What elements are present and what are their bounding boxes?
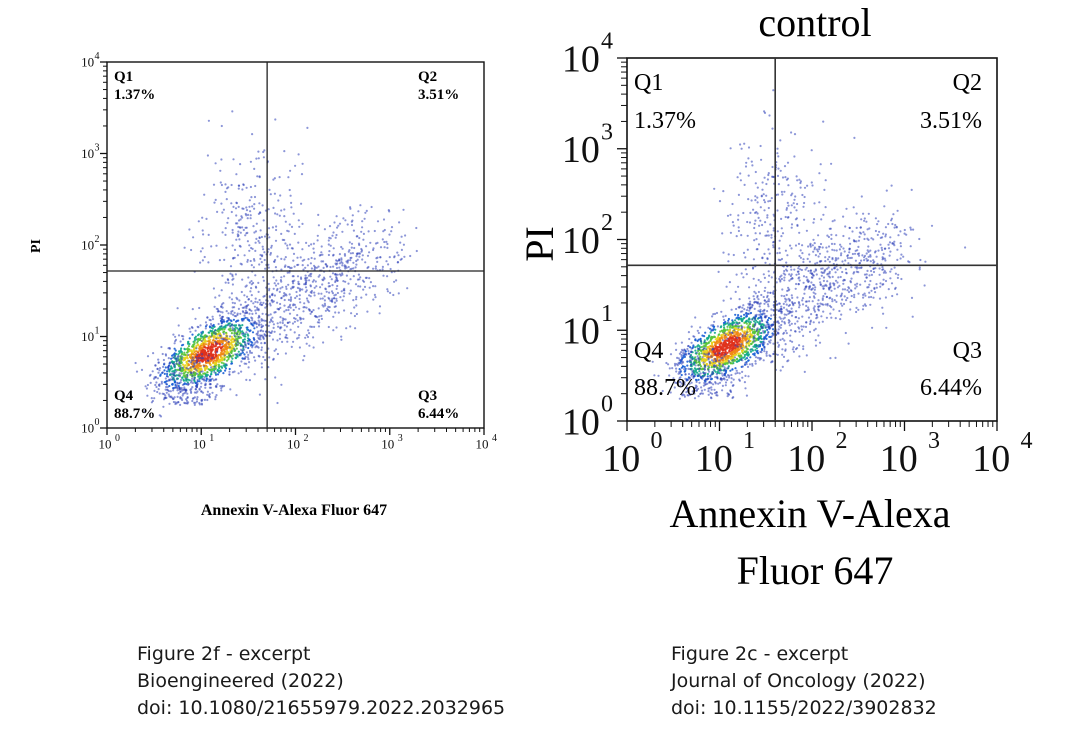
x-tick-exponent: 1: [209, 433, 214, 444]
right-q3-value: 6.44%: [920, 375, 982, 401]
y-tick-exponent: 0: [95, 417, 100, 428]
x-tick-exponent: 0: [651, 428, 663, 454]
x-tick-label: 10: [972, 438, 1010, 480]
x-tick-label: 10: [602, 438, 640, 480]
right-q2-value: 3.51%: [920, 108, 982, 134]
x-tick-label: 10: [99, 437, 112, 452]
right-q1-value: 1.37%: [634, 108, 696, 134]
left-q3-value: 6.44%: [418, 406, 459, 422]
x-tick-exponent: 0: [115, 433, 120, 444]
x-tick-exponent: 3: [398, 433, 403, 444]
right-caption-doi: doi: 10.1155/2022/3902832: [671, 697, 937, 719]
y-tick-exponent: 0: [601, 392, 613, 418]
x-tick-label: 10: [880, 438, 918, 480]
x-tick-exponent: 2: [304, 433, 309, 444]
x-tick-label: 10: [193, 437, 206, 452]
left-axis-ticks: 10 0 10 1 10 2 10 3 10 410 010 110 210 310 4: [81, 51, 497, 452]
y-tick-exponent: 2: [601, 210, 613, 236]
x-tick-label: 10: [695, 438, 733, 480]
left-q1-value: 1.37%: [114, 87, 155, 103]
left-q2-name: Q2: [418, 69, 437, 85]
y-tick-label: 10: [562, 220, 600, 262]
y-tick-label: 10: [81, 146, 94, 161]
left-q1-name: Q1: [114, 69, 133, 85]
x-tick-exponent: 4: [492, 433, 497, 444]
right-q4-value: 88.7%: [634, 375, 696, 401]
y-tick-label: 10: [562, 38, 600, 80]
right-caption-figure: Figure 2c - excerpt: [671, 643, 849, 665]
right-x-axis-label-line2: Fluor 647: [737, 548, 894, 593]
right-scatter-points: [641, 89, 967, 400]
left-caption-figure: Figure 2f - excerpt: [137, 643, 311, 665]
y-tick-label: 10: [81, 421, 94, 436]
x-tick-label: 10: [287, 437, 300, 452]
y-tick-exponent: 3: [601, 119, 613, 145]
x-tick-exponent: 4: [1021, 428, 1033, 454]
y-tick-label: 10: [81, 329, 94, 344]
y-tick-exponent: 4: [601, 29, 613, 55]
left-q4-value: 88.7%: [114, 406, 155, 422]
y-tick-label: 10: [81, 238, 94, 253]
x-tick-label: 10: [476, 437, 489, 452]
x-tick-exponent: 2: [836, 428, 848, 454]
x-tick-exponent: 1: [743, 428, 755, 454]
right-x-axis-label-line1: Annexin V-Alexa: [669, 491, 950, 536]
y-tick-exponent: 1: [95, 325, 100, 336]
left-q2-value: 3.51%: [418, 87, 459, 103]
right-q1-name: Q1: [634, 70, 663, 96]
left-scatter-points: [129, 110, 418, 418]
y-tick-label: 10: [562, 311, 600, 353]
right-q4-name: Q4: [634, 338, 663, 364]
right-caption-journal: Journal of Oncology (2022): [671, 670, 926, 692]
left-caption-doi: doi: 10.1080/21655979.2022.2032965: [137, 697, 506, 719]
right-axis-ticks: 10 0 10 1 10 2 10 3 10 410 010 110 210 310 4: [562, 29, 1033, 480]
y-tick-exponent: 1: [601, 301, 613, 327]
x-tick-exponent: 3: [928, 428, 940, 454]
y-tick-label: 10: [562, 401, 600, 443]
left-figure-caption: Figure 2f - excerpt Bioengineered (2022)…: [137, 641, 505, 722]
x-tick-label: 10: [787, 438, 825, 480]
x-tick-label: 10: [381, 437, 394, 452]
right-q3-name: Q3: [953, 338, 982, 364]
left-flow-plot: 10 0 10 1 10 2 10 3 10 410 010 110 210 310 4 Q1 1.37% …: [29, 51, 497, 519]
left-x-axis-label: Annexin V-Alexa Fluor 647: [201, 502, 387, 519]
y-tick-exponent: 3: [95, 142, 100, 153]
y-tick-exponent: 2: [95, 234, 100, 245]
y-tick-label: 10: [81, 55, 94, 70]
right-chart-title: control: [758, 0, 871, 45]
right-flow-plot: control 10 0 10 1 10 2 10 3 10 410 010 110 210 310 4 Q…: [517, 0, 1033, 593]
y-tick-exponent: 4: [95, 51, 100, 62]
right-q2-name: Q2: [953, 70, 982, 96]
right-y-axis-label: PI: [517, 226, 562, 262]
right-figure-caption: Figure 2c - excerpt Journal of Oncology …: [671, 641, 937, 722]
left-q3-name: Q3: [418, 388, 437, 404]
left-caption-journal: Bioengineered (2022): [137, 670, 344, 692]
left-q4-name: Q4: [114, 388, 134, 404]
left-y-axis-label: PI: [29, 239, 44, 253]
y-tick-label: 10: [562, 129, 600, 171]
